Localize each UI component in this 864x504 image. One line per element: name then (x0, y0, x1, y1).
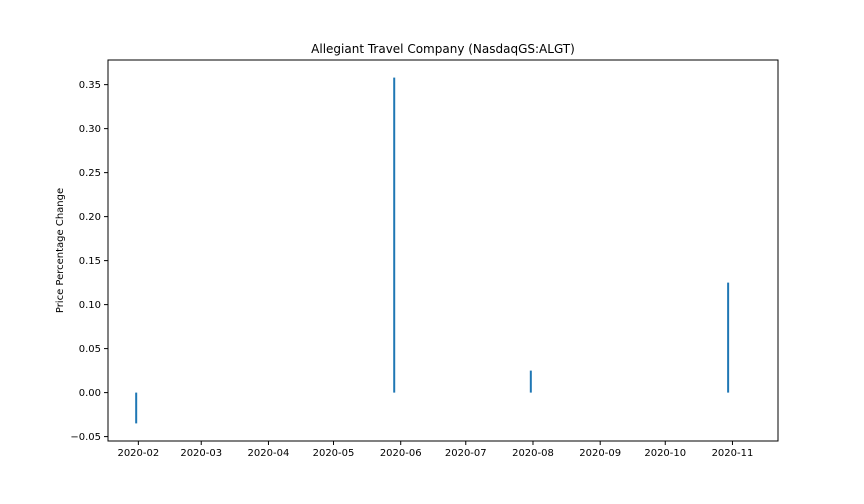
x-tick-label: 2020-11 (712, 448, 754, 459)
bar (393, 77, 396, 393)
bar (529, 370, 532, 393)
chart-title: Allegiant Travel Company (NasdaqGS:ALGT) (311, 42, 575, 56)
y-tick-label: 0.20 (79, 212, 101, 223)
bars-group (135, 77, 730, 424)
bar (135, 392, 138, 424)
y-axis-ticks: −0.05 0.00 0.05 0.10 0.15 0.20 0.25 0.30 0.35 (70, 80, 108, 443)
x-tick-label: 2020-02 (117, 448, 159, 459)
x-tick-label: 2020-04 (248, 448, 290, 459)
y-tick-label: 0.10 (79, 300, 101, 311)
y-axis-label: Price Percentage Change (55, 188, 66, 313)
plot-frame (107, 59, 779, 442)
y-tick-label: 0.05 (79, 344, 101, 355)
y-tick-label: 0.30 (79, 124, 101, 135)
x-tick-label: 2020-05 (313, 448, 355, 459)
x-tick-label: 2020-10 (644, 448, 686, 459)
x-tick-label: 2020-03 (180, 448, 222, 459)
x-tick-label: 2020-09 (579, 448, 621, 459)
x-axis-ticks: 2020-02 2020-03 2020-04 2020-05 2020-06 2020-… (117, 441, 753, 459)
x-tick-label: 2020-08 (512, 448, 554, 459)
y-tick-label: 0.25 (79, 168, 101, 179)
x-tick-label: 2020-07 (445, 448, 487, 459)
y-tick-label: 0.00 (79, 388, 101, 399)
y-tick-label: 0.15 (79, 256, 101, 267)
bar (727, 282, 730, 393)
y-tick-label: −0.05 (70, 432, 101, 443)
y-tick-label: 0.35 (79, 80, 101, 91)
x-tick-label: 2020-06 (380, 448, 422, 459)
